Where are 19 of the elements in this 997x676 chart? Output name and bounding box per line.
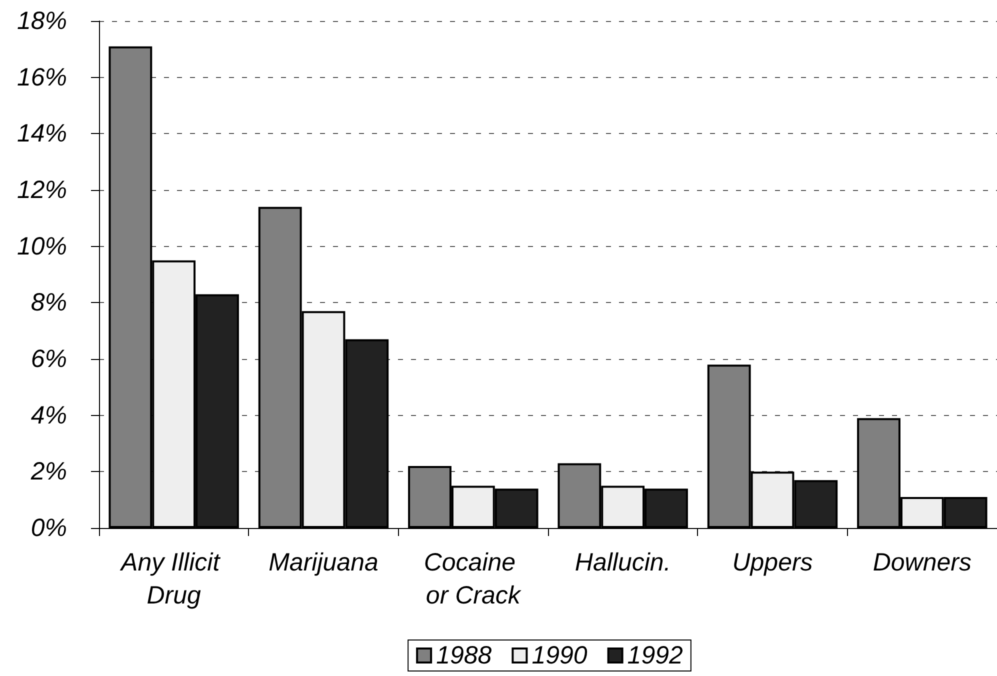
y-tick-label: 4% — [30, 401, 67, 430]
y-tick-label: 2% — [30, 458, 67, 486]
y-tick-label: 10% — [16, 232, 67, 260]
x-tick-label: Cocaine or Crack — [424, 548, 523, 610]
x-tick-label: Marijuana — [268, 548, 378, 576]
x-tick-label: Downers — [872, 548, 972, 576]
y-tick-label: 0% — [30, 514, 67, 542]
y-tick-label: 16% — [16, 63, 67, 92]
y-tick-label: 12% — [16, 176, 67, 204]
y-tick-label: 8% — [30, 288, 67, 317]
y-tick-label: 18% — [16, 7, 67, 35]
y-tick-label: 6% — [30, 345, 67, 373]
legend-label: 1992 — [627, 642, 684, 670]
x-tick-label: Hallucin. — [574, 548, 671, 576]
x-tick-label: Uppers — [732, 548, 813, 576]
x-tick-label: Any Illicit Drug — [119, 548, 227, 610]
legend-label: 1988 — [436, 642, 492, 670]
y-tick-label: 14% — [16, 120, 67, 148]
legend-label: 1990 — [532, 642, 588, 670]
